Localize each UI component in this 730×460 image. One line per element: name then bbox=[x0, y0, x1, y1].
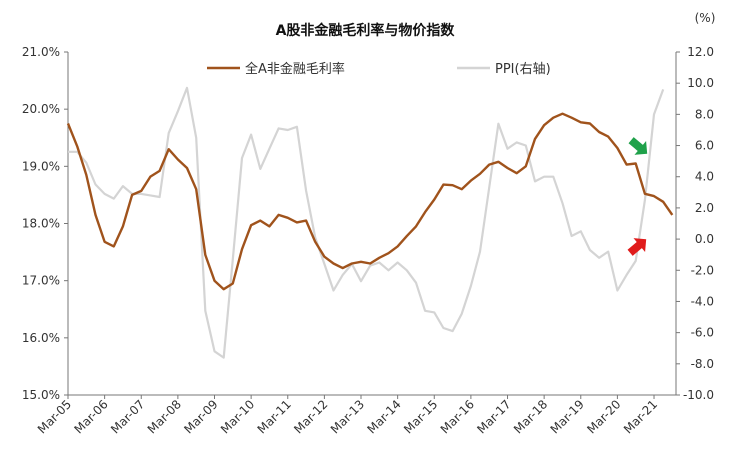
right-tick-label: 6.0 bbox=[695, 139, 714, 153]
legend-label-ppi: PPI(右轴) bbox=[495, 62, 551, 77]
right-tick-label: -8.0 bbox=[691, 357, 714, 371]
x-tick-label: Mar-13 bbox=[328, 397, 367, 436]
left-tick-label: 15.0% bbox=[22, 388, 60, 402]
x-tick-label: Mar-16 bbox=[438, 397, 477, 436]
left-tick-label: 18.0% bbox=[22, 217, 60, 231]
right-tick-label: 10.0 bbox=[687, 76, 714, 90]
x-tick-label: Mar-15 bbox=[401, 397, 440, 436]
series-line-ppi bbox=[68, 86, 665, 359]
x-tick-label: Mar-21 bbox=[621, 397, 660, 436]
right-tick-label: 8.0 bbox=[695, 107, 714, 121]
series-layer bbox=[66, 86, 674, 359]
right-axis-unit: (%) bbox=[695, 11, 716, 25]
x-tick-label: Mar-06 bbox=[72, 397, 111, 436]
x-tick-label: Mar-10 bbox=[218, 397, 257, 436]
x-tick-label: Mar-14 bbox=[365, 397, 404, 436]
red-up-arrow-icon bbox=[627, 238, 647, 256]
chart-title: A股非金融毛利率与物价指数 bbox=[276, 22, 456, 39]
x-tick-label: Mar-09 bbox=[181, 397, 220, 436]
right-tick-label: -2.0 bbox=[691, 263, 714, 277]
right-tick-label: 12.0 bbox=[687, 45, 714, 59]
legend-label-margin: 全A非金融毛利率 bbox=[245, 61, 345, 77]
right-tick-label: -10.0 bbox=[683, 388, 714, 402]
left-tick-label: 16.0% bbox=[22, 331, 60, 345]
x-tick-label: Mar-18 bbox=[511, 397, 550, 436]
right-tick-label: 2.0 bbox=[695, 201, 714, 215]
x-tick-label: Mar-07 bbox=[108, 397, 147, 436]
right-tick-label: 4.0 bbox=[695, 170, 714, 184]
series-line-margin bbox=[66, 112, 674, 291]
green-arrow-shape bbox=[628, 137, 648, 155]
left-tick-label: 19.0% bbox=[22, 159, 60, 173]
x-tick-label: Mar-08 bbox=[145, 397, 184, 436]
left-tick-label: 21.0% bbox=[22, 45, 60, 59]
right-tick-label: 0.0 bbox=[695, 232, 714, 246]
right-tick-label: -4.0 bbox=[691, 294, 714, 308]
axes: 15.0% 16.0% 17.0% 18.0% 19.0% 20.0% 21.0% -10.0… bbox=[22, 45, 714, 436]
x-tick-label: Mar-19 bbox=[548, 397, 587, 436]
annotations bbox=[627, 137, 648, 256]
x-tick-label: Mar-17 bbox=[474, 397, 513, 436]
x-tick-label: Mar-05 bbox=[35, 397, 74, 436]
x-tick-label: Mar-11 bbox=[255, 397, 294, 436]
red-arrow-shape bbox=[627, 238, 647, 256]
right-tick-label: -6.0 bbox=[691, 326, 714, 340]
left-tick-label: 17.0% bbox=[22, 274, 60, 288]
left-tick-label: 20.0% bbox=[22, 102, 60, 116]
x-tick-label: Mar-12 bbox=[291, 397, 330, 436]
legend: 全A非金融毛利率 PPI(右轴) bbox=[207, 61, 551, 77]
x-tick-label: Mar-20 bbox=[584, 397, 623, 436]
green-down-arrow-icon bbox=[628, 137, 648, 155]
